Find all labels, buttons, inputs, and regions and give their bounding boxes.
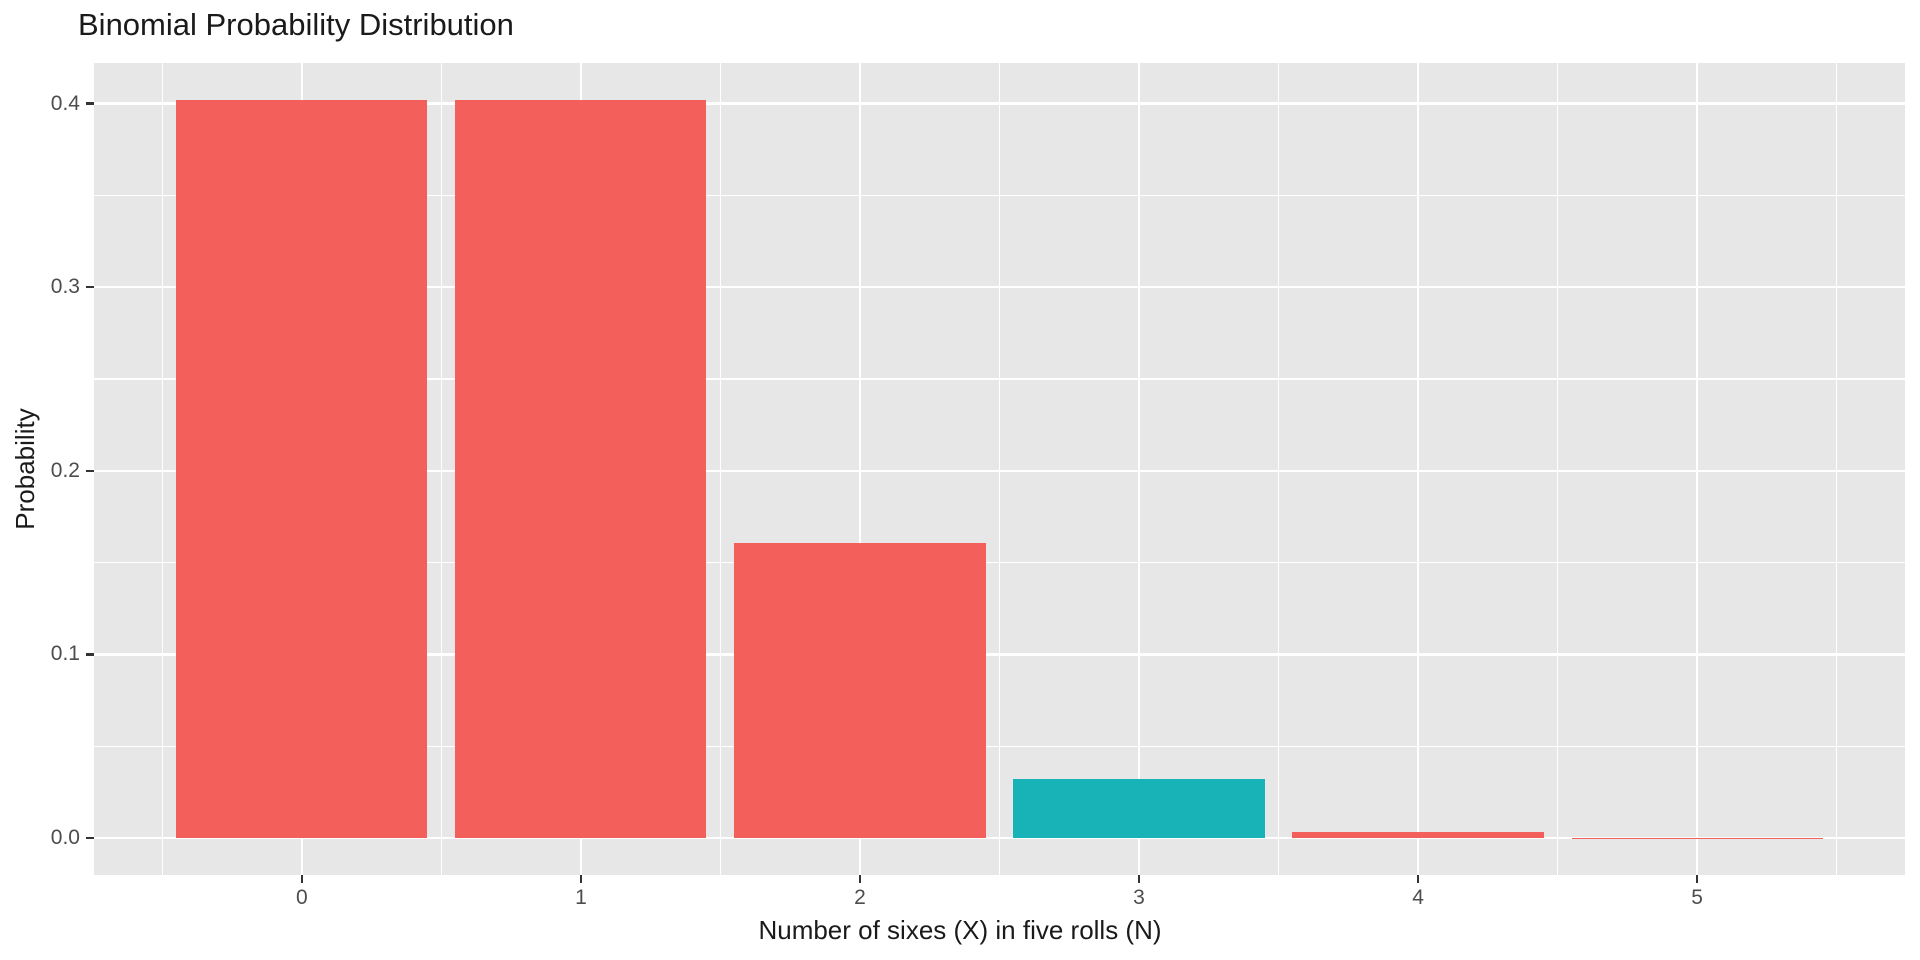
gridline-major-y [94, 469, 1905, 472]
x-tick-label: 5 [1691, 886, 1703, 909]
gridline-minor-x [440, 63, 442, 875]
y-tick-mark [86, 653, 94, 656]
gridline-major-y [94, 653, 1905, 656]
gridline-major-x [1416, 63, 1420, 875]
gridline-major-y [94, 102, 1905, 105]
x-tick-mark [579, 875, 583, 883]
gridline-minor-x [1277, 63, 1280, 875]
plot-panel [94, 63, 1905, 875]
x-tick-label: 4 [1412, 886, 1424, 909]
gridline-major-x [1137, 63, 1141, 875]
x-tick-mark [1137, 875, 1141, 883]
gridline-minor-x [161, 63, 163, 875]
gridline-minor-x [998, 63, 1001, 875]
y-tick-label: 0.2 [50, 458, 80, 482]
chart-title: Binomial Probability Distribution [78, 7, 514, 42]
x-axis-title: Number of sixes (X) in five rolls (N) [758, 915, 1162, 945]
x-tick-mark [300, 875, 303, 883]
x-tick-mark [1696, 875, 1699, 883]
bar-x1 [455, 100, 707, 839]
y-tick-mark [86, 286, 94, 289]
x-tick-label: 0 [296, 886, 308, 909]
y-tick-label: 0.4 [50, 91, 80, 115]
bar-x2 [734, 542, 986, 839]
y-tick-label: 0.3 [50, 275, 80, 299]
y-tick-mark [86, 836, 94, 840]
bar-x3 [1013, 778, 1265, 839]
gridline-minor-x [1557, 63, 1559, 875]
y-tick-label: 0.0 [50, 826, 80, 850]
gridline-major-y [94, 836, 1905, 840]
x-tick-label: 2 [854, 886, 866, 909]
gridline-major-x [1695, 63, 1699, 875]
x-tick-mark [858, 875, 862, 883]
y-axis-title: Probability [10, 408, 40, 530]
x-tick-label: 1 [575, 886, 587, 909]
y-tick-mark [86, 469, 94, 472]
gridline-minor-x [719, 63, 721, 875]
y-tick-mark [86, 102, 94, 105]
x-tick-mark [1416, 875, 1420, 883]
x-tick-label: 3 [1133, 886, 1145, 909]
bar-x4 [1292, 832, 1544, 839]
gridline-major-x [858, 63, 862, 875]
y-tick-label: 0.1 [50, 642, 80, 666]
gridline-major-y [94, 286, 1905, 289]
bar-x0 [176, 100, 428, 839]
gridline-minor-x [1836, 63, 1838, 875]
